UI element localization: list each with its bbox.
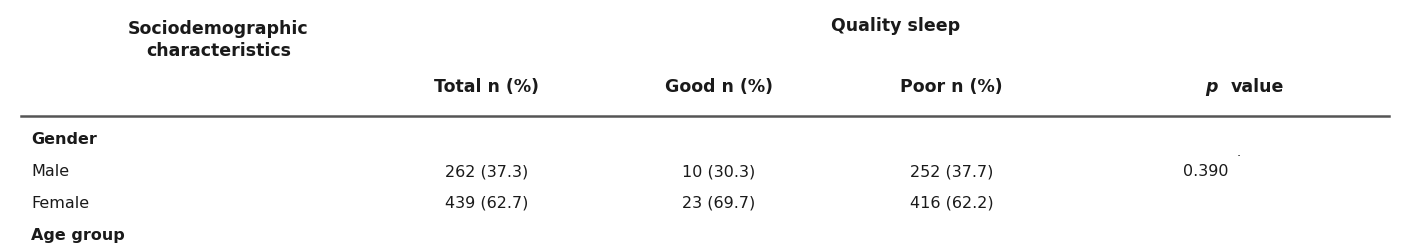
Text: p: p xyxy=(1206,78,1224,96)
Text: Age group: Age group xyxy=(31,228,124,243)
Text: Gender: Gender xyxy=(31,132,97,147)
Text: 0.390: 0.390 xyxy=(1183,164,1228,179)
Text: Good n (%): Good n (%) xyxy=(666,78,773,96)
Text: Sociodemographic
characteristics: Sociodemographic characteristics xyxy=(128,20,309,60)
Text: value: value xyxy=(1231,78,1285,96)
Text: Female: Female xyxy=(31,196,89,211)
Text: Quality sleep: Quality sleep xyxy=(830,17,960,35)
Text: Total n (%): Total n (%) xyxy=(434,78,539,96)
Text: 252 (37.7): 252 (37.7) xyxy=(909,164,994,179)
Text: Male: Male xyxy=(31,164,69,179)
Text: 439 (62.7): 439 (62.7) xyxy=(444,196,529,211)
Text: ·: · xyxy=(1237,150,1241,163)
Text: Poor n (%): Poor n (%) xyxy=(901,78,1003,96)
Text: 23 (69.7): 23 (69.7) xyxy=(682,196,756,211)
Text: 262 (37.3): 262 (37.3) xyxy=(444,164,529,179)
Text: 416 (62.2): 416 (62.2) xyxy=(909,196,994,211)
Text: 10 (30.3): 10 (30.3) xyxy=(682,164,756,179)
